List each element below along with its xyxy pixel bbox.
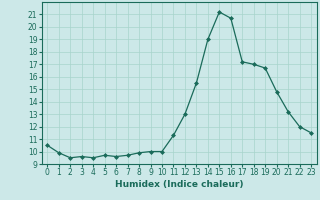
X-axis label: Humidex (Indice chaleur): Humidex (Indice chaleur) <box>115 180 244 189</box>
